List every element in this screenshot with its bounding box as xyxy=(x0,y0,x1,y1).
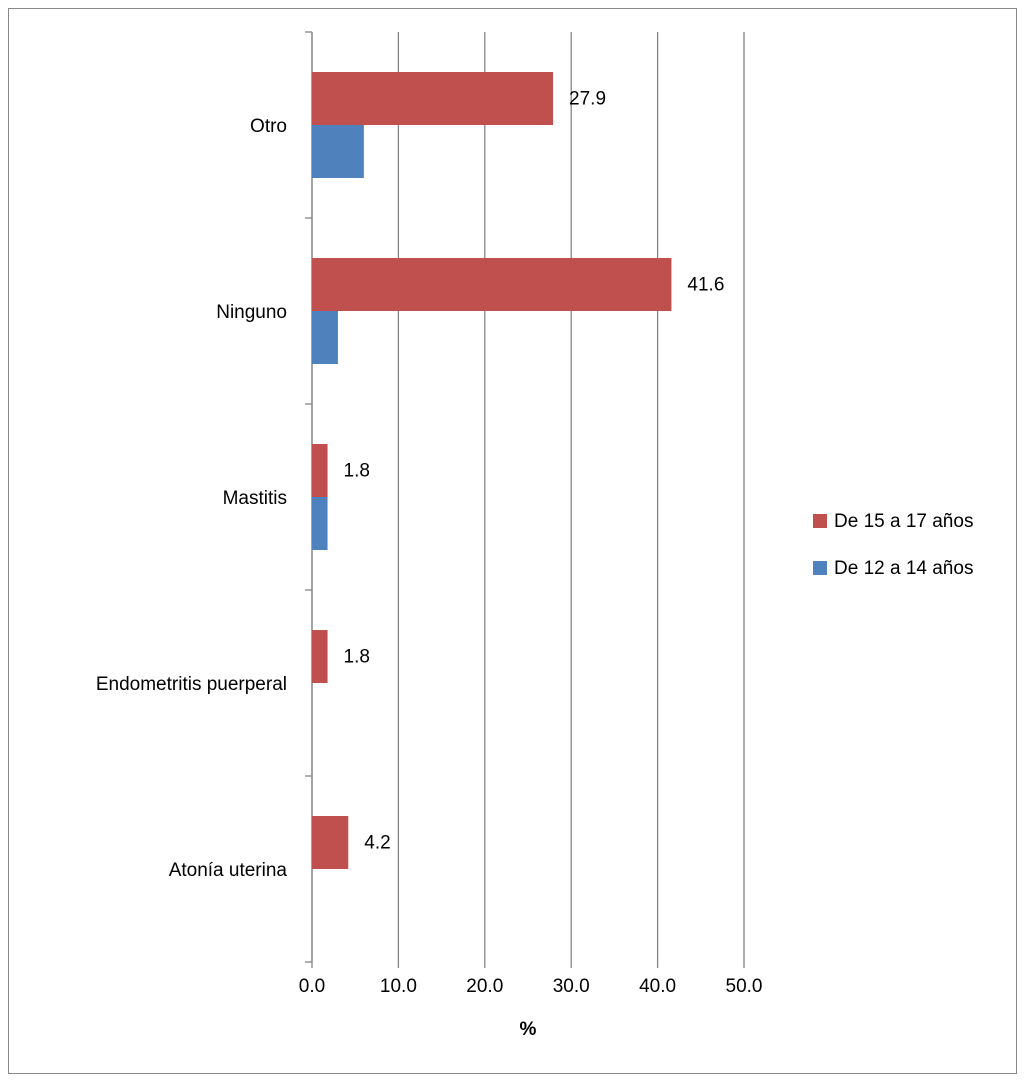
y-tick-label: Mastitis xyxy=(223,488,287,509)
bar xyxy=(312,258,672,311)
bar xyxy=(312,630,328,683)
legend-swatch xyxy=(813,514,827,528)
x-axis-label: % xyxy=(520,1019,537,1040)
x-tick-label: 40.0 xyxy=(639,976,676,997)
y-tick-label: Atonía uterina xyxy=(169,860,288,881)
x-tick-label: 10.0 xyxy=(380,976,417,997)
data-label: 1.8 xyxy=(344,461,370,482)
legend-swatch xyxy=(813,561,827,575)
x-tick-label: 20.0 xyxy=(466,976,503,997)
legend-label: De 15 a 17 años xyxy=(834,511,973,532)
x-tick-label: 50.0 xyxy=(726,976,763,997)
x-tick-label: 30.0 xyxy=(553,976,590,997)
chart-frame xyxy=(8,8,1017,1074)
y-tick-label: Otro xyxy=(250,116,287,137)
legend-label: De 12 a 14 años xyxy=(834,558,973,579)
bar xyxy=(312,311,338,364)
data-label: 27.9 xyxy=(569,89,606,110)
bar xyxy=(312,444,328,497)
data-label: 41.6 xyxy=(687,275,724,296)
bar xyxy=(312,816,349,869)
data-label: 4.2 xyxy=(364,833,390,854)
bar xyxy=(312,125,364,178)
x-tick-label: 0.0 xyxy=(299,976,325,997)
y-tick-label: Ninguno xyxy=(216,302,287,323)
data-label: 1.8 xyxy=(344,647,370,668)
bar xyxy=(312,497,328,550)
y-tick-label: Endometritis puerperal xyxy=(96,674,287,695)
bar xyxy=(312,72,554,125)
